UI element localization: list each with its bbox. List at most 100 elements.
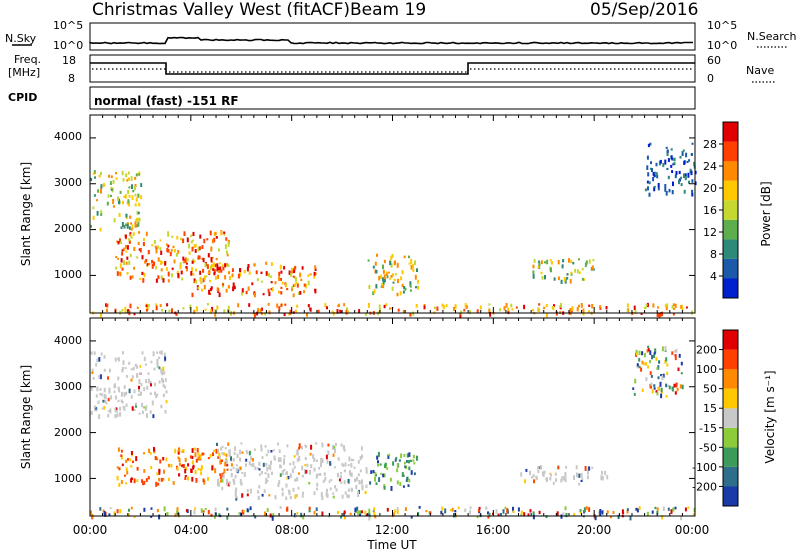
heatmap-cell: [679, 156, 682, 159]
heatmap-cell: [97, 189, 100, 193]
heatmap-cell: [646, 155, 649, 160]
heatmap-cell: [135, 219, 138, 222]
heatmap-cell: [161, 309, 163, 312]
heatmap-cell: [195, 279, 198, 284]
heatmap-cell: [294, 309, 297, 314]
heatmap-cell: [267, 473, 270, 476]
heatmap-cell: [226, 253, 229, 257]
heatmap-cell: [302, 515, 305, 520]
heatmap-cell: [588, 507, 591, 512]
heatmap-cell: [209, 454, 212, 458]
heatmap-cell: [671, 305, 674, 309]
colorbar-swatch: [723, 427, 738, 448]
heatmap-cell: [204, 508, 207, 511]
heatmap-cell: [340, 443, 343, 447]
heatmap-cell: [94, 176, 96, 179]
heatmap-cell: [143, 480, 146, 485]
heatmap-cell: [141, 410, 144, 414]
heatmap-cell: [277, 483, 280, 488]
heatmap-cell: [144, 260, 147, 264]
heatmap-cell: [658, 312, 661, 318]
heatmap-cell: [293, 269, 296, 274]
heatmap-cell: [649, 371, 652, 375]
power-ytick-2000: 2000: [54, 222, 82, 235]
heatmap-cell: [233, 480, 236, 485]
heatmap-cell: [117, 399, 120, 403]
heatmap-cell: [675, 171, 678, 175]
heatmap-cell: [368, 515, 371, 521]
heatmap-cell: [347, 464, 350, 467]
heatmap-cell: [191, 455, 194, 459]
heatmap-cell: [378, 477, 381, 482]
heatmap-cell: [401, 283, 404, 288]
heatmap-cell: [218, 452, 221, 456]
heatmap-cell: [670, 155, 673, 160]
heatmap-cell: [564, 477, 567, 483]
heatmap-cell: [647, 143, 650, 148]
heatmap-cell: [408, 466, 411, 471]
heatmap-cell: [277, 442, 280, 446]
heatmap-cell: [102, 399, 105, 403]
heatmap-cell: [283, 266, 286, 270]
noise-tick-low-left: 10^0: [53, 39, 83, 52]
heatmap-cell: [189, 455, 192, 459]
heatmap-cell: [264, 511, 266, 516]
heatmap-cell: [126, 271, 129, 275]
heatmap-cell: [265, 477, 268, 483]
heatmap-cell: [124, 223, 127, 226]
heatmap-cell: [412, 459, 415, 462]
heatmap-cell: [569, 308, 572, 313]
heatmap-cell: [417, 287, 420, 290]
heatmap-cell: [515, 306, 518, 309]
colorbar-swatch: [723, 180, 738, 201]
heatmap-cell: [538, 510, 541, 515]
nave-trace: [92, 68, 693, 73]
heatmap-cell: [176, 270, 179, 275]
heatmap-cell: [145, 405, 148, 409]
heatmap-cell: [368, 284, 371, 290]
heatmap-cell: [527, 513, 530, 517]
heatmap-cell: [373, 289, 376, 294]
heatmap-cell: [125, 213, 128, 218]
heatmap-cell: [259, 308, 262, 313]
heatmap-cell: [270, 460, 272, 465]
heatmap-cell: [278, 290, 281, 294]
colorbar-swatch: [723, 330, 738, 350]
heatmap-cell: [206, 238, 209, 241]
heatmap-cell: [300, 512, 303, 518]
heatmap-cell: [203, 238, 206, 244]
heatmap-cell: [626, 303, 629, 308]
heatmap-cell: [213, 515, 216, 519]
power-heatmap: [90, 142, 697, 318]
heatmap-cell: [264, 445, 267, 448]
heatmap-cell: [399, 481, 402, 486]
heatmap-cell: [612, 511, 615, 514]
heatmap-cell: [646, 180, 649, 184]
heatmap-cell: [176, 510, 178, 514]
heatmap-cell: [191, 246, 194, 252]
heatmap-cell: [665, 190, 668, 196]
heatmap-cell: [601, 478, 604, 481]
heatmap-cell: [365, 514, 368, 517]
heatmap-cell: [198, 246, 201, 251]
heatmap-cell: [152, 414, 155, 419]
heatmap-cell: [392, 461, 395, 466]
heatmap-cell: [178, 473, 181, 477]
heatmap-cell: [286, 477, 289, 480]
heatmap-cell: [105, 303, 107, 307]
heatmap-cell: [158, 380, 161, 384]
heatmap-cell: [160, 260, 162, 265]
heatmap-cell: [155, 265, 158, 270]
heatmap-cell: [347, 488, 350, 492]
heatmap-cell: [137, 241, 140, 246]
beam-label: Beam 19: [350, 0, 426, 20]
heatmap-cell: [169, 251, 172, 257]
heatmap-cell: [389, 277, 392, 280]
heatmap-cell: [283, 460, 285, 465]
heatmap-cell: [173, 248, 176, 253]
heatmap-cell: [409, 289, 412, 292]
colorbar-tick-label: -200: [692, 480, 717, 493]
heatmap-cell: [681, 306, 684, 311]
heatmap-cell: [315, 487, 318, 491]
heatmap-cell: [260, 446, 263, 452]
